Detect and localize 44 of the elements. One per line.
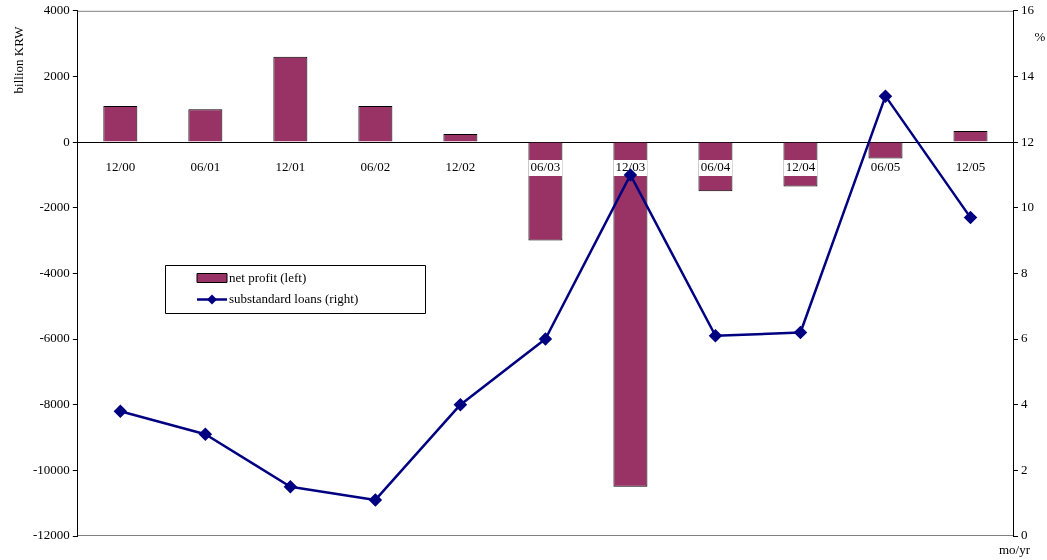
x-tick-label: 06/05 [870, 159, 901, 175]
x-tick-label: 12/05 [955, 159, 986, 175]
y-tick-label: -10000 [32, 461, 70, 477]
y2-tick-label: 2 [1021, 461, 1028, 477]
x-tick-label: 06/01 [190, 159, 221, 175]
y-tick-label: 0 [63, 133, 70, 149]
y-tick-label: -2000 [39, 199, 70, 215]
legend-label: net profit (left) [229, 269, 307, 285]
y2-tick-label: 10 [1021, 199, 1034, 215]
y-axis-title: billion KRW [11, 25, 27, 94]
y2-tick-label: 16 [1021, 2, 1035, 18]
point [709, 329, 722, 343]
x-tick-label: 12/01 [275, 159, 306, 175]
point [114, 405, 127, 418]
point [284, 480, 297, 494]
legend-label: substandard loans (right) [229, 290, 359, 306]
x-tick-label: 06/03 [530, 159, 561, 175]
x-tick-label: 12/03 [615, 159, 646, 175]
y-tick-label: 4000 [43, 2, 70, 18]
point [454, 398, 467, 411]
y-tick-label: -8000 [39, 396, 70, 412]
y2-tick-label: 12 [1021, 133, 1034, 149]
y-tick-label: -6000 [39, 330, 70, 346]
x-axis-title: mo/yr [998, 542, 1031, 558]
y-tick-label: -12000 [32, 527, 70, 543]
y2-axis-title: % [1034, 29, 1046, 45]
y-tick-label: 2000 [43, 67, 70, 83]
point [794, 326, 807, 339]
y2-tick-label: 6 [1021, 330, 1028, 346]
x-tick-label: 06/02 [360, 159, 391, 175]
x-tick-label: 06/04 [700, 159, 731, 175]
point [964, 211, 977, 224]
y2-tick-label: 14 [1021, 67, 1035, 83]
x-tick-label: 12/00 [105, 159, 136, 175]
y-tick-label: -4000 [39, 264, 70, 280]
y2-tick-label: 4 [1021, 396, 1028, 412]
x-tick-label: 12/02 [445, 159, 476, 175]
y2-tick-label: 8 [1021, 264, 1028, 280]
point [199, 427, 212, 441]
point [879, 89, 892, 103]
x-tick-label: 12/04 [785, 159, 816, 175]
y2-tick-label: 0 [1021, 527, 1028, 543]
point [369, 493, 382, 507]
point [539, 332, 552, 346]
